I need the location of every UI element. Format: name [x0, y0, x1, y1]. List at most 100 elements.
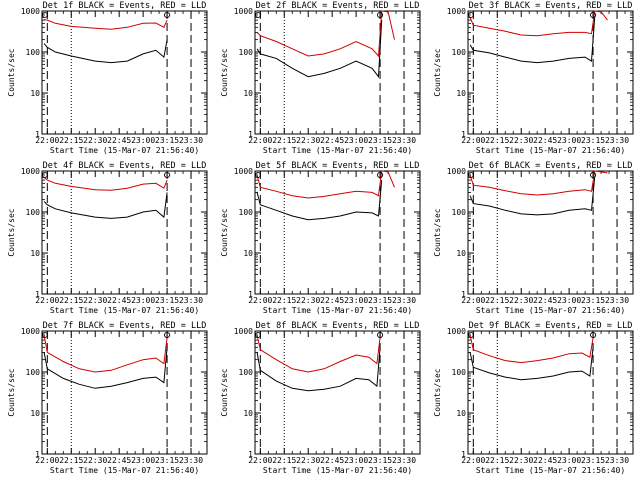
y-tick-label: 100	[452, 48, 467, 57]
x-tick-label: 22:30	[83, 296, 107, 305]
peak-marker-glyph	[590, 11, 597, 19]
y-tick-label: 1000	[234, 327, 253, 336]
y-axis-label: Counts/sec	[433, 368, 442, 416]
x-tick-label: 23:15	[581, 296, 605, 305]
plot-frame	[41, 10, 208, 135]
chart-svg: Det 1f BLACK = Events, RED = LLD 1 10 100 10…	[7, 1, 208, 155]
x-tick-label: 23:00	[131, 456, 155, 465]
x-tick-label: 23:30	[392, 136, 416, 145]
chart-panel: Det 3f BLACK = Events, RED = LLD 1 10 100 10…	[426, 0, 639, 160]
x-tick-label: 23:15	[368, 456, 392, 465]
plot-frame	[41, 170, 208, 295]
x-tick-label: 23:15	[581, 456, 605, 465]
x-tick-label: 22:15	[485, 456, 509, 465]
x-tick-label: 22:00	[35, 296, 59, 305]
series-line	[256, 334, 381, 373]
x-tick-label: 23:00	[344, 456, 368, 465]
x-tick-label: 22:45	[320, 136, 344, 145]
y-axis-label: Counts/sec	[7, 208, 16, 256]
x-tick-label: 22:45	[320, 456, 344, 465]
chart-title: Det 2f BLACK = Events, RED = LLD	[256, 1, 420, 11]
x-tick-label: 22:15	[59, 296, 83, 305]
x-tick-label: 22:30	[83, 456, 107, 465]
y-tick-label: 100	[239, 48, 254, 57]
chart-svg: Det 2f BLACK = Events, RED = LLD 1 10 100 10…	[220, 1, 421, 155]
x-axis-label: Start Time (15-Mar-07 21:56:40)	[476, 466, 625, 475]
y-tick-label: 100	[239, 368, 254, 377]
x-tick-label: 22:15	[485, 296, 509, 305]
chart-title: Det 9f BLACK = Events, RED = LLD	[469, 321, 633, 331]
y-tick-label: 10	[243, 409, 253, 418]
x-tick-label: 23:30	[179, 296, 203, 305]
y-tick-label: 1	[35, 130, 40, 139]
peak-marker-glyph	[377, 171, 384, 179]
series-line	[256, 170, 395, 199]
y-tick-label: 1000	[234, 7, 253, 16]
start-marker-glyph	[42, 12, 48, 18]
chart-title: Det 4f BLACK = Events, RED = LLD	[43, 161, 207, 171]
x-tick-label: 22:00	[461, 456, 485, 465]
peak-marker-glyph	[164, 11, 171, 19]
series-line	[43, 347, 168, 389]
y-tick-label: 1	[248, 290, 253, 299]
start-marker-glyph	[468, 172, 474, 178]
chart-svg: Det 5f BLACK = Events, RED = LLD 1 10 100 10…	[220, 161, 421, 315]
x-tick-label: 23:00	[557, 296, 581, 305]
peak-marker-glyph	[164, 331, 171, 339]
chart-panel: Det 6f BLACK = Events, RED = LLD 1 10 100 10…	[426, 160, 639, 320]
x-tick-label: 22:45	[533, 296, 557, 305]
x-tick-label: 23:15	[155, 296, 179, 305]
chart-title: Det 7f BLACK = Events, RED = LLD	[43, 321, 207, 331]
x-tick-label: 23:00	[131, 296, 155, 305]
x-axis-label: Start Time (15-Mar-07 21:56:40)	[263, 146, 412, 155]
plot-frame	[467, 170, 634, 295]
x-tick-label: 23:30	[392, 296, 416, 305]
y-axis-label: Counts/sec	[433, 208, 442, 256]
x-tick-label: 23:00	[344, 296, 368, 305]
y-tick-label: 100	[26, 208, 41, 217]
x-tick-label: 22:30	[296, 456, 320, 465]
y-tick-label: 10	[456, 409, 466, 418]
chart-svg: Det 6f BLACK = Events, RED = LLD 1 10 100 10…	[433, 161, 634, 315]
x-tick-label: 23:15	[155, 456, 179, 465]
x-tick-label: 23:00	[344, 136, 368, 145]
start-marker-glyph	[42, 172, 48, 178]
x-tick-label: 22:15	[272, 136, 296, 145]
series-line	[256, 180, 383, 221]
chart-svg: Det 8f BLACK = Events, RED = LLD 1 10 100 10…	[220, 321, 421, 475]
y-tick-label: 10	[243, 89, 253, 98]
y-tick-label: 100	[452, 368, 467, 377]
plot-frame	[254, 170, 421, 295]
y-tick-label: 1	[461, 290, 466, 299]
y-tick-label: 100	[26, 48, 41, 57]
plot-frame	[254, 330, 421, 455]
x-tick-label: 22:15	[272, 296, 296, 305]
y-tick-label: 100	[452, 208, 467, 217]
y-tick-label: 1000	[21, 327, 40, 336]
series-line	[44, 19, 168, 30]
start-marker-glyph	[255, 332, 261, 338]
x-tick-label: 22:00	[35, 456, 59, 465]
x-tick-label: 22:15	[59, 456, 83, 465]
start-marker-glyph	[255, 172, 261, 178]
x-tick-label: 22:45	[320, 296, 344, 305]
x-tick-label: 22:30	[296, 296, 320, 305]
chart-svg: Det 3f BLACK = Events, RED = LLD 1 10 100 10…	[433, 1, 634, 155]
chart-title: Det 5f BLACK = Events, RED = LLD	[256, 161, 420, 171]
x-axis-label: Start Time (15-Mar-07 21:56:40)	[263, 466, 412, 475]
x-tick-label: 23:15	[368, 296, 392, 305]
y-tick-label: 10	[456, 89, 466, 98]
x-tick-label: 22:00	[35, 136, 59, 145]
x-tick-label: 22:15	[485, 136, 509, 145]
series-line	[469, 177, 596, 216]
x-tick-label: 22:30	[296, 136, 320, 145]
chart-title: Det 1f BLACK = Events, RED = LLD	[43, 1, 207, 11]
series-line	[256, 20, 383, 79]
x-tick-label: 22:45	[107, 456, 131, 465]
chart-title: Det 8f BLACK = Events, RED = LLD	[256, 321, 420, 331]
y-axis-label: Counts/sec	[7, 368, 16, 416]
chart-panel: Det 8f BLACK = Events, RED = LLD 1 10 100 10…	[213, 320, 426, 480]
plot-frame	[41, 330, 208, 455]
series-line	[469, 17, 596, 64]
chart-panel: Det 9f BLACK = Events, RED = LLD 1 10 100 10…	[426, 320, 639, 480]
